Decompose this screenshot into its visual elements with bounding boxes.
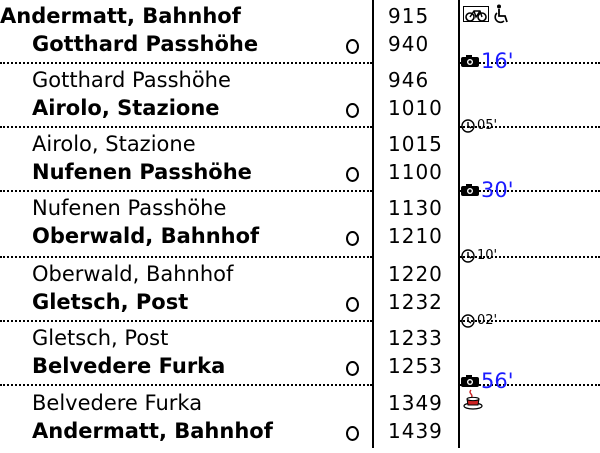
row-separator	[0, 320, 372, 322]
row-separator	[460, 320, 600, 322]
bicycle-icon	[463, 6, 489, 22]
departure-stop: Gotthard Passhöhe	[32, 68, 231, 92]
coffee-cup-icon	[463, 389, 483, 410]
clock-icon	[461, 314, 475, 328]
segment-row: Oberwald, Bahnhof Gletsch, Post 1220 123…	[0, 260, 600, 324]
departure-time: 1220	[388, 262, 443, 286]
arrival-time: 1100	[388, 160, 443, 184]
stop-duration-note: 30'	[461, 179, 514, 201]
departure-time: 1015	[388, 132, 443, 156]
ring-marker-icon	[346, 426, 359, 441]
departure-stop: Airolo, Stazione	[32, 132, 196, 156]
wheelchair-icon	[494, 4, 510, 24]
wait-duration: 10'	[477, 248, 498, 263]
departure-time: 1130	[388, 196, 443, 220]
arrival-time: 1232	[388, 290, 443, 314]
row-separator	[460, 126, 600, 128]
stop-duration: 30'	[481, 178, 514, 202]
departure-stop: Gletsch, Post	[32, 326, 169, 350]
ring-marker-icon	[346, 167, 359, 182]
wait-duration-note: 02'	[461, 314, 497, 328]
arrival-time: 1439	[388, 419, 443, 443]
segment-row: Gotthard Passhöhe Airolo, Stazione 946 1…	[0, 66, 600, 130]
arrival-time: 1253	[388, 354, 443, 378]
row-separator	[460, 62, 600, 64]
ring-marker-icon	[346, 231, 359, 246]
wait-duration: 05'	[477, 118, 498, 133]
column-divider-right	[458, 0, 460, 448]
arrival-stop: Nufenen Passhöhe	[32, 160, 252, 184]
segment-row: Airolo, Stazione Nufenen Passhöhe 1015 1…	[0, 130, 600, 194]
row-separator	[0, 62, 372, 64]
stop-duration: 56'	[481, 369, 514, 393]
camera-icon	[461, 375, 479, 387]
arrival-stop: Andermatt, Bahnhof	[32, 419, 273, 443]
ring-marker-icon	[346, 39, 359, 54]
arrival-stop: Airolo, Stazione	[32, 96, 220, 120]
segment-row: Nufenen Passhöhe Oberwald, Bahnhof 1130 …	[0, 194, 600, 258]
wait-duration: 02'	[477, 313, 498, 328]
arrival-stop: Belvedere Furka	[32, 354, 226, 378]
wait-duration-note: 05'	[461, 119, 497, 133]
arrival-time: 1010	[388, 96, 443, 120]
segment-row: Gletsch, Post Belvedere Furka 1233 1253	[0, 324, 600, 388]
arrival-time: 1210	[388, 224, 443, 248]
segment-row: Andermatt, Bahnhof Gotthard Passhöhe 915…	[0, 2, 600, 66]
clock-icon	[461, 119, 475, 133]
row-separator	[460, 384, 600, 386]
departure-stop: Oberwald, Bahnhof	[32, 262, 234, 286]
row-separator	[0, 126, 372, 128]
column-divider-left	[372, 0, 374, 448]
camera-icon	[461, 184, 479, 196]
arrival-stop: Oberwald, Bahnhof	[32, 224, 260, 248]
arrival-time: 940	[388, 32, 430, 56]
row-separator	[0, 190, 372, 192]
stop-duration: 16'	[481, 49, 514, 73]
row-separator	[0, 256, 372, 258]
arrival-stop: Gotthard Passhöhe	[32, 32, 259, 56]
ring-marker-icon	[346, 361, 359, 376]
row-separator	[460, 256, 600, 258]
departure-time: 915	[388, 4, 430, 28]
ring-marker-icon	[346, 103, 359, 118]
departure-stop: Nufenen Passhöhe	[32, 196, 227, 220]
departure-stop: Belvedere Furka	[32, 391, 203, 415]
departure-stop: Andermatt, Bahnhof	[0, 4, 241, 28]
wait-duration-note: 10'	[461, 249, 497, 263]
arrival-stop: Gletsch, Post	[32, 290, 189, 314]
segment-row: Belvedere Furka Andermatt, Bahnhof 1349 …	[0, 389, 600, 453]
ring-marker-icon	[346, 297, 359, 312]
stop-duration-note: 16'	[461, 50, 514, 72]
stop-duration-note: 56'	[461, 370, 514, 392]
departure-time: 946	[388, 68, 430, 92]
departure-time: 1349	[388, 391, 443, 415]
clock-icon	[461, 249, 475, 263]
row-separator	[0, 384, 372, 386]
camera-icon	[461, 55, 479, 67]
departure-time: 1233	[388, 326, 443, 350]
row-separator	[460, 190, 600, 192]
